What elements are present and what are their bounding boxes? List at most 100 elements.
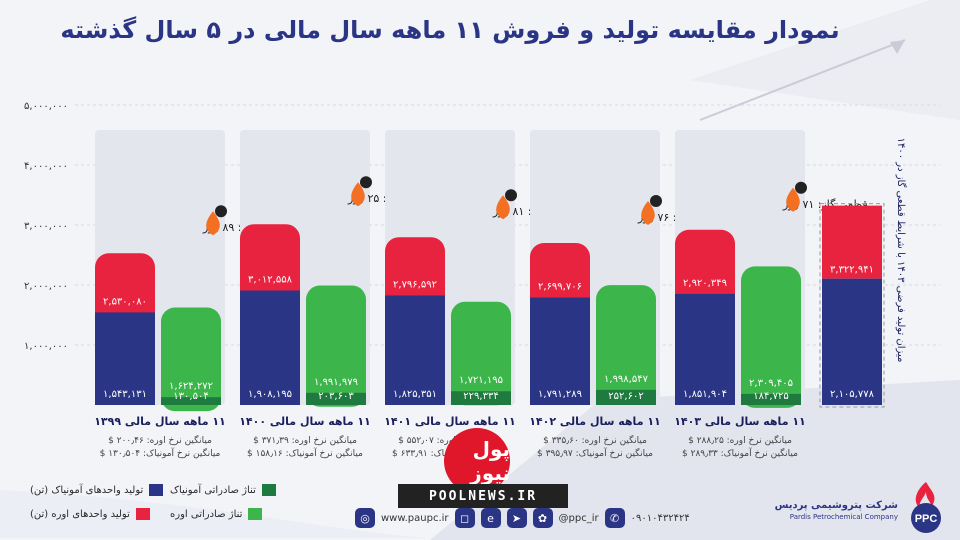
data-label-ammonia-export: ۲۰۳,۶۰۳ [318,391,354,402]
bar-urea-production [240,224,300,305]
y-tick-label: ۴,۰۰۰,۰۰۰ [24,161,68,172]
no-gas-badge-icon [795,181,807,194]
telegram-icon[interactable]: ➤ [506,508,527,528]
bar-ammonia-production [240,290,300,405]
x-category-label: ۱۱ ماهه سال مالی ۱۳۹۹ [94,415,226,428]
bar-ammonia-export [451,391,511,405]
price-ammonia-label: میانگین نرخ آمونیاک: ۲۸۹٫۳۳ $ [682,447,798,459]
flame-icon [496,195,510,220]
bar-ammonia-export [596,389,656,405]
legend-label: تولید واحدهای اوره (تن) [30,508,130,520]
x-category-label: ۱۱ ماهه سال مالی ۱۴۰۲ [529,415,661,428]
hypothetical-outline [819,203,885,408]
x-category-label: ۱۱ ماهه سال مالی ۱۴۰۳ [674,415,806,428]
footer-wave [0,490,430,538]
bar-ammonia-production [530,297,590,405]
x-category-label: ۱۱ ماهه سال مالی ۱۴۰۱ [384,415,516,428]
phone-text[interactable]: ۰۹۰۱۰۴۳۲۴۲۴ [630,512,690,524]
bar-urea-production [530,243,590,312]
data-label-urea: ۲,۷۹۶,۵۹۲ [393,279,437,290]
legend-label: تناژ صادراتی اوره [170,508,243,520]
price-ammonia-label: میانگین نرخ آمونیاک: ۱۵۸٫۱۶ $ [247,447,363,459]
data-label-ammonia-export: ۱۸۴,۷۲۵ [753,391,788,402]
data-label-hypothetical-urea: ۳,۳۲۲,۹۴۱ [830,265,874,276]
legend-label: تناژ صادراتی آمونیاک [170,484,256,496]
legend-ammonia-production: تولید واحدهای آمونیاک (تن) [30,484,164,496]
legend-swatch [135,508,150,520]
y-tick-label: ۳,۰۰۰,۰۰۰ [24,221,68,232]
legend-swatch [248,508,263,520]
website-text[interactable]: www.paupc.ir [381,512,449,524]
price-ammonia-label: میانگین نرخ آمونیاک: ۱۳۰٫۵۰۴ $ [100,447,221,459]
bar-ammonia-production [675,293,735,405]
legend-label: تولید واحدهای آمونیاک (تن) [30,484,144,496]
data-label-urea: ۲,۶۹۹,۷۰۶ [538,282,582,293]
price-urea-label: میانگین نرخ اوره: ۳۳۵٫۶۰ $ [543,434,647,446]
legend-swatch [149,484,164,496]
data-label-ammonia-export: ۲۵۲,۶۰۲ [608,391,643,402]
y-tick-label: ۱,۰۰۰,۰۰۰ [24,341,68,352]
contact-bar: ◎ www.paupc.ir ◻ e ➤ ✿ @ppc_ir ✆ ۰۹۰۱۰۴۳… [355,506,690,530]
company-name-en: Pardis Petrochemical Company [789,513,898,521]
data-label-urea-export: ۱,۷۲۱,۱۹۵ [459,375,503,386]
company-name-fa: شرکت پتروشیمی پردیس [774,500,898,511]
no-gas-badge-icon [650,195,662,208]
data-label-urea-export: ۱,۶۲۴,۲۷۲ [169,381,213,392]
data-label-urea: ۳,۰۱۲,۵۵۸ [248,275,293,286]
company-logo: PPC [911,482,941,533]
watermark-url: POOLNEWS.IR [398,484,568,508]
y-tick-label: ۵,۰۰۰,۰۰۰ [24,101,68,112]
bar-urea-export [306,285,366,407]
legend-ammonia-export: تناژ صادراتی آمونیاک [170,484,276,496]
bar-ammonia-export [306,392,366,405]
data-label-ammonia: ۱,۸۵۱,۹۰۴ [683,389,727,400]
price-urea-label: میانگین نرخ اوره: ۲۸۸٫۲۵ $ [688,434,792,446]
legend-swatch [261,484,276,496]
y-tick-label: ۲,۰۰۰,۰۰۰ [24,281,68,292]
eitaa-icon[interactable]: e [480,508,501,528]
data-label-ammonia: ۱,۷۹۱,۲۸۹ [538,389,582,400]
price-urea-label: میانگین نرخ اوره: ۲۰۰٫۴۶ $ [108,434,212,446]
no-gas-badge-icon [215,205,227,218]
bar-urea-export [161,307,221,412]
data-label-urea-export: ۱,۹۹۱,۹۷۹ [314,377,358,388]
hypothetical-annotation: میزان تولید فرضی ۱۴۰۳ با شرایط قطعی گاز … [895,138,907,363]
data-label-ammonia-export: ۲۲۹,۳۳۴ [463,391,498,402]
data-label-ammonia: ۱,۵۴۳,۱۳۱ [103,389,147,400]
flame-icon [786,187,800,212]
bar-urea-production [385,237,445,310]
flame-icon [206,211,220,236]
instagram-icon[interactable]: ◻ [454,508,475,528]
data-label-ammonia: ۱,۹۰۸,۱۹۵ [248,389,292,400]
globe-icon[interactable]: ◎ [355,508,375,528]
bar-urea-export [596,285,656,404]
data-label-ammonia-export: ۱۳۰,۵۰۴ [173,391,208,402]
no-gas-badge-icon [505,189,517,202]
bar-ammonia-export [741,393,801,405]
bar-hypothetical-ammonia [822,278,882,405]
whatsapp-icon[interactable]: ✆ [604,508,625,528]
bar-urea-export [451,301,511,406]
no-gas-badge-icon [360,176,372,189]
bar-ammonia-production [95,312,155,405]
footer [0,480,960,540]
legend-urea-production: تولید واحدهای اوره (تن) [30,508,150,520]
bar-urea-export [741,266,801,408]
bar-urea-production [95,253,155,327]
flame-icon [351,182,365,207]
data-label-urea: ۲,۵۳۰,۰۸۰ [103,296,147,307]
data-label-ammonia: ۱,۸۲۵,۳۵۱ [393,389,437,400]
bar-ammonia-production [385,295,445,405]
company-info: شرکت پتروشیمی پردیس Pardis Petrochemical… [775,500,898,521]
logo-text: PPC [915,513,938,525]
data-label-urea-export: ۱,۹۹۸,۵۴۷ [604,374,649,385]
bar-ammonia-export [161,397,221,405]
legend-urea-export: تناژ صادراتی اوره [170,508,263,520]
price-urea-label: میانگین نرخ اوره: ۳۷۱٫۳۹ $ [253,434,357,446]
data-label-hypothetical-ammonia: ۲,۱۰۵,۷۷۸ [830,389,875,400]
watermark-logo: پول نیوز [444,428,510,494]
handle-text[interactable]: @ppc_ir [558,512,599,524]
aparat-icon[interactable]: ✿ [532,508,553,528]
data-label-urea: ۲,۹۲۰,۳۴۹ [683,278,727,289]
